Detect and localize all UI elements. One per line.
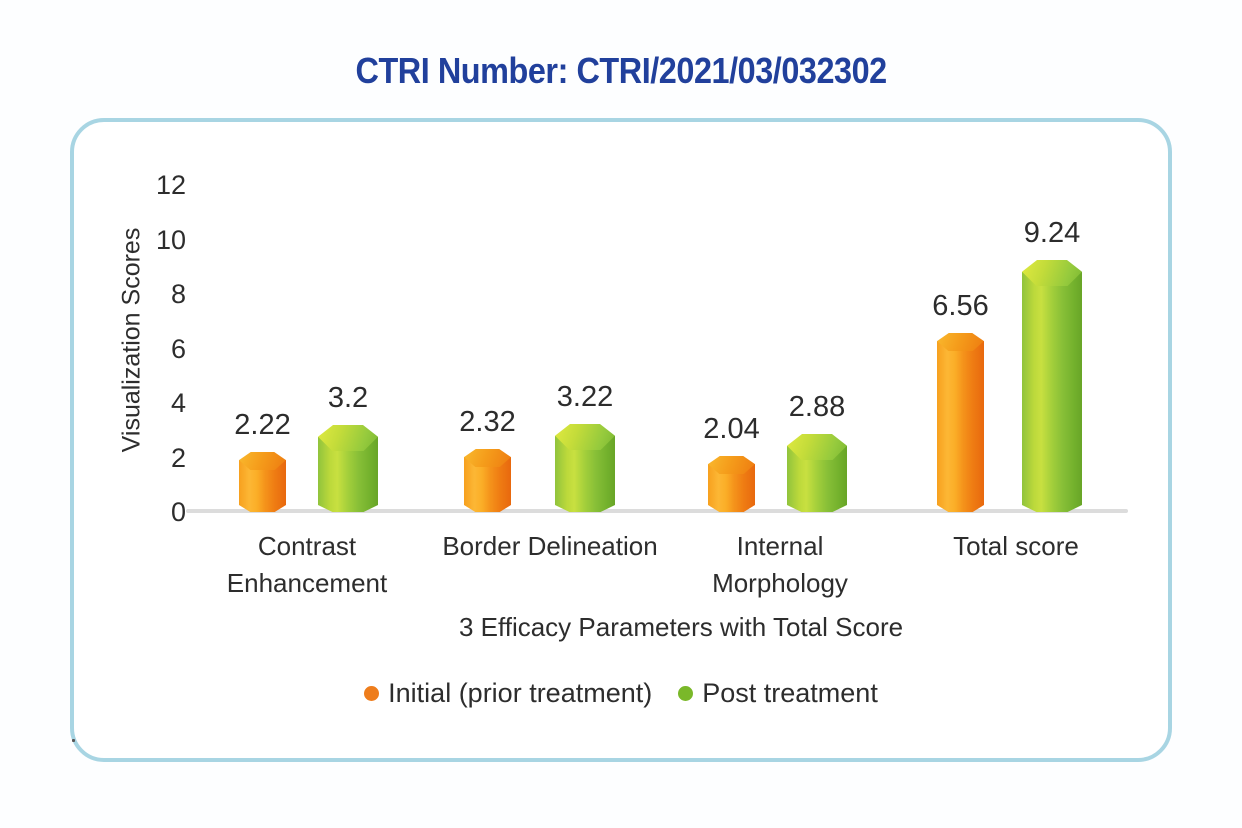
legend-dot-icon — [678, 686, 694, 701]
bar-initial-1 — [464, 449, 511, 512]
bar-cap — [239, 452, 286, 470]
page-title-text: CTRI Number: CTRI/2021/03/032302 — [355, 50, 887, 91]
category-label-2: Internal Morphology — [712, 531, 848, 598]
page-title: CTRI Number: CTRI/2021/03/032302 — [0, 50, 1242, 92]
legend-label: Post treatment — [702, 678, 878, 708]
bar-initial-2 — [708, 456, 755, 512]
value-label: 9.24 — [1023, 217, 1081, 249]
value-label: 3.2 — [327, 382, 369, 414]
bar-initial-3 — [937, 333, 984, 512]
legend-label: Initial (prior treatment) — [388, 678, 653, 708]
value-label: 2.22 — [234, 409, 291, 441]
y-tick-label: 6 — [170, 333, 186, 364]
bar-cap — [937, 333, 984, 351]
legend: Initial (prior treatment) Post treatment — [0, 678, 1242, 709]
y-tick-label: 0 — [170, 497, 186, 527]
bar-cap — [464, 449, 511, 467]
y-tick-label: 8 — [170, 279, 186, 309]
bar-body — [937, 341, 984, 512]
y-tick-label: 12 — [155, 170, 186, 200]
y-tick-label: 10 — [155, 224, 186, 255]
y-tick-label: 2 — [170, 442, 186, 473]
value-label: 6.56 — [932, 290, 989, 322]
category-label-1: Border Delineation — [442, 531, 658, 561]
bar-cap — [708, 456, 755, 474]
value-label: 3.22 — [556, 381, 614, 413]
legend-item-1: Post treatment — [678, 678, 878, 709]
bar-body — [1022, 272, 1082, 512]
value-label: 2.32 — [459, 406, 516, 438]
bar-post-3 — [1022, 260, 1082, 512]
stray-mark — [72, 739, 75, 742]
chart-panel — [70, 118, 1172, 762]
y-tick-label: 4 — [170, 388, 186, 418]
legend-item-0: Initial (prior treatment) — [364, 678, 652, 709]
bar-initial-0 — [239, 452, 286, 512]
x-axis-baseline — [186, 509, 1128, 513]
x-axis-label: 3 Efficacy Parameters with Total Score — [458, 612, 904, 642]
value-label: 2.04 — [703, 413, 760, 445]
bar-post-1 — [555, 424, 615, 512]
category-label-3: Total score — [953, 531, 1079, 561]
legend-dot-icon — [364, 686, 380, 701]
bar-post-0 — [318, 425, 378, 512]
category-label-0: Contrast Enhancement — [226, 531, 388, 598]
value-label: 2.88 — [788, 391, 846, 423]
bar-post-2 — [787, 434, 847, 512]
